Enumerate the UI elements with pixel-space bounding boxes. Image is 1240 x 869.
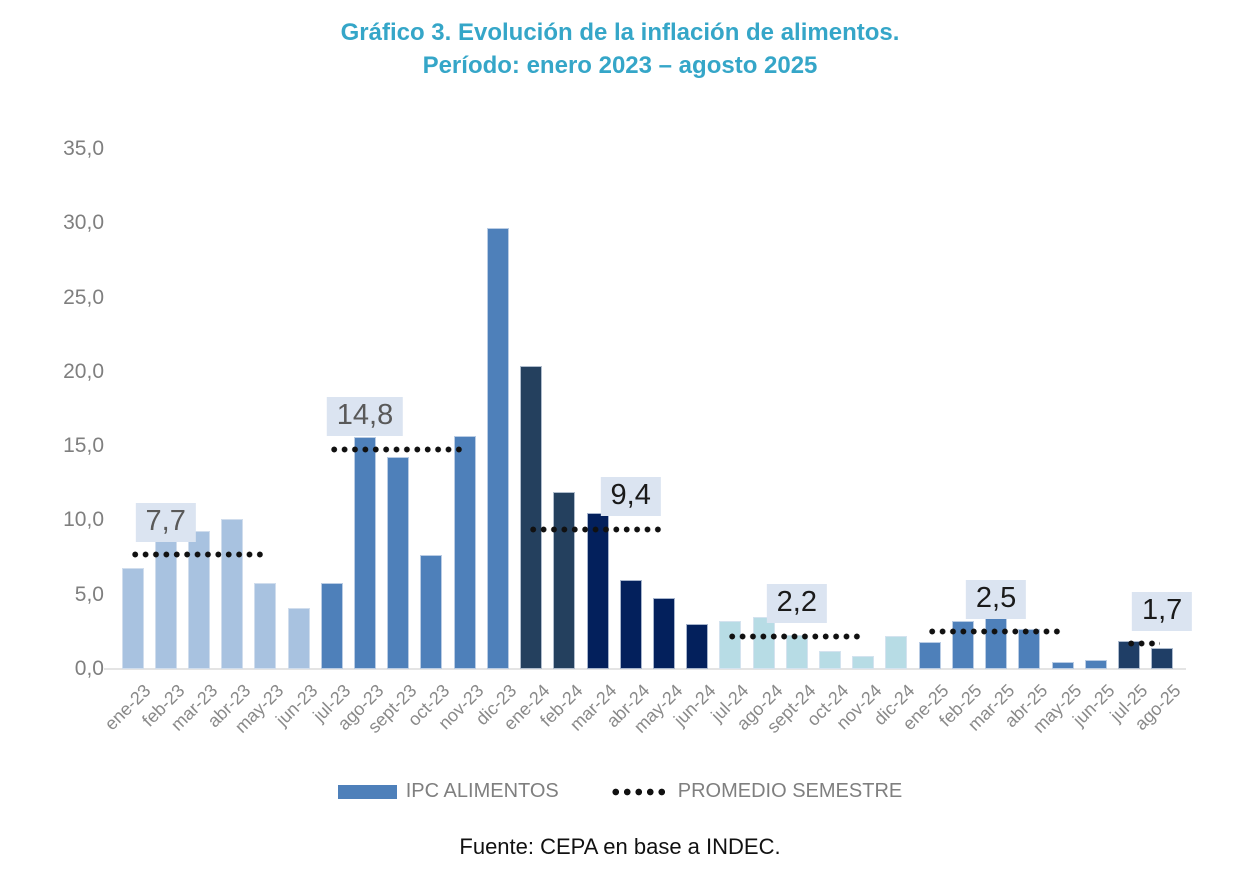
y-axis-tick-0: 0,0: [74, 657, 104, 680]
avg-dotted-line-1,7: [1123, 640, 1161, 648]
bar-mar-24: [586, 513, 609, 669]
bar-may-25: [1051, 661, 1074, 669]
y-axis-tick-25: 25,0: [63, 285, 104, 309]
bar-oct-24: [819, 651, 841, 669]
avg-value-label-14,8: 14,8: [326, 397, 404, 437]
x-axis-line: [104, 668, 1186, 670]
bar-feb-23: [154, 523, 177, 669]
avg-dotted-line-2,2: [725, 632, 862, 640]
bar-ago-24: [752, 617, 775, 669]
legend-label-promedio-semestre: PROMEDIO SEMESTRE: [677, 780, 903, 802]
y-axis-tick-5: 5,0: [74, 582, 104, 606]
y-axis-tick-35: 35,0: [63, 137, 104, 160]
bar-may-24: [652, 597, 675, 669]
bar-jul-24: [719, 621, 742, 669]
chart-title: Gráfico 3. Evolución de la inflación de …: [0, 16, 1240, 82]
bar-ene-25: [918, 642, 941, 669]
avg-dotted-line-9,4: [526, 525, 662, 533]
bar-jul-23: [320, 582, 343, 669]
avg-value-label-7,7: 7,7: [135, 502, 196, 542]
bar-jun-25: [1084, 660, 1107, 669]
avg-value-label-2,2: 2,2: [766, 584, 827, 624]
bar-ene-24: [520, 365, 543, 669]
legend-item-ipc-alimentos: IPC ALIMENTOS: [337, 780, 559, 803]
bar-nov-23: [453, 435, 476, 669]
bar-feb-24: [553, 492, 576, 669]
bar-dic-24: [885, 636, 908, 669]
bar-sept-23: [387, 456, 410, 669]
legend-dotted-line-swatch-icon: [608, 787, 669, 796]
bar-oct-23: [420, 554, 443, 669]
bar-jun-24: [686, 624, 709, 669]
bar-sept-24: [785, 634, 808, 669]
y-axis-tick-10: 10,0: [63, 508, 104, 532]
chart-title-line2: Período: enero 2023 – agosto 2025: [422, 52, 818, 79]
legend-item-promedio-semestre: PROMEDIO SEMESTRE: [608, 780, 903, 803]
y-axis-tick-15: 15,0: [63, 434, 104, 458]
bar-may-23: [254, 582, 277, 669]
legend: IPC ALIMENTOS PROMEDIO SEMESTRE: [0, 780, 1240, 803]
bar-abr-24: [619, 579, 642, 669]
legend-bar-swatch-icon: [337, 784, 397, 799]
bar-dic-23: [486, 227, 509, 669]
bar-nov-24: [852, 655, 875, 669]
chart-title-line1: Gráfico 3. Evolución de la inflación de …: [340, 19, 900, 46]
bar-ago-25: [1151, 648, 1174, 669]
bar-ago-23: [354, 437, 376, 669]
source-note: Fuente: CEPA en base a INDEC.: [459, 834, 781, 859]
y-axis-tick-20: 20,0: [63, 359, 104, 383]
avg-dotted-line-14,8: [326, 445, 463, 453]
bar-ene-23: [121, 567, 144, 669]
avg-dotted-line-2,5: [924, 628, 1061, 636]
bar-jun-23: [287, 608, 310, 669]
avg-value-label-9,4: 9,4: [600, 477, 661, 517]
avg-value-label-2,5: 2,5: [965, 579, 1027, 619]
bar-mar-23: [187, 530, 210, 669]
bar-abr-23: [221, 518, 244, 669]
legend-label-ipc-alimentos: IPC ALIMENTOS: [405, 780, 559, 802]
avg-value-label-1,7: 1,7: [1131, 591, 1193, 631]
y-axis-tick-30: 30,0: [63, 211, 104, 235]
avg-dotted-line-7,7: [127, 551, 264, 559]
